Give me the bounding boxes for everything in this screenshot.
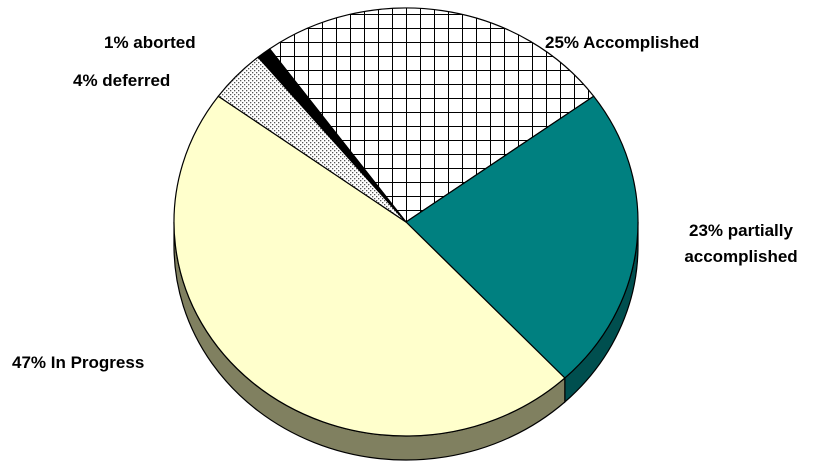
slice-label-partially-line2: accomplished <box>684 247 798 266</box>
slice-label-partially-accomplished: 23% partially accomplished <box>666 218 816 270</box>
slice-label-accomplished: 25% Accomplished <box>545 33 700 52</box>
pie-slices <box>173 7 639 437</box>
slice-aborted <box>257 48 407 223</box>
slice-partially-accomplished <box>405 95 639 379</box>
slice-label-aborted: 1% aborted <box>104 33 196 52</box>
slice-label-in-progress: 47% In Progress <box>12 353 145 372</box>
slice-label-deferred: 4% deferred <box>73 71 171 90</box>
slice-in-progress <box>173 95 566 437</box>
slice-accomplished <box>269 7 595 223</box>
slice-label-partially-line1: 23% partially <box>689 221 793 240</box>
